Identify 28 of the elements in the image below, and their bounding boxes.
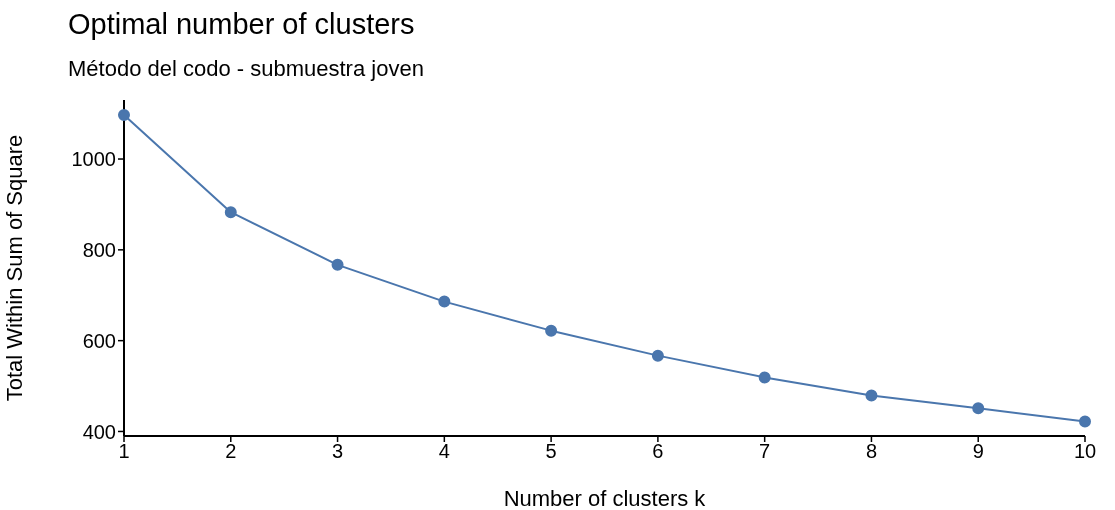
x-tick-label: 8 xyxy=(865,440,878,463)
x-tick-label: 1 xyxy=(118,440,130,463)
y-axis-title: Total Within Sum of Square xyxy=(1,134,27,402)
x-axis-title: Number of clusters k xyxy=(503,486,707,510)
point xyxy=(972,402,985,415)
point xyxy=(651,349,664,362)
point xyxy=(438,295,451,308)
y-tick-label: 400 xyxy=(82,420,116,443)
x-tick-label: 10 xyxy=(1073,440,1097,463)
point xyxy=(331,258,344,271)
x-tick-label: 4 xyxy=(438,440,450,463)
x-tick-label: 7 xyxy=(759,440,771,463)
point xyxy=(1079,415,1091,428)
y-tick-label: 800 xyxy=(82,238,116,261)
point xyxy=(545,324,558,337)
x-tick-label: 5 xyxy=(545,440,557,463)
point xyxy=(118,108,130,121)
y-tick-label: 600 xyxy=(82,329,116,352)
point xyxy=(758,371,771,384)
point xyxy=(224,206,237,219)
x-tick-label: 9 xyxy=(972,440,984,463)
chart-subtitle: Método del codo - submuestra joven xyxy=(68,56,424,82)
x-tick-label: 2 xyxy=(225,440,237,463)
x-tick-label: 3 xyxy=(331,440,344,463)
y-tick-label: 1000 xyxy=(71,148,116,171)
point xyxy=(865,389,878,402)
chart-title: Optimal number of clusters xyxy=(68,8,415,41)
x-tick-label: 6 xyxy=(652,440,664,463)
